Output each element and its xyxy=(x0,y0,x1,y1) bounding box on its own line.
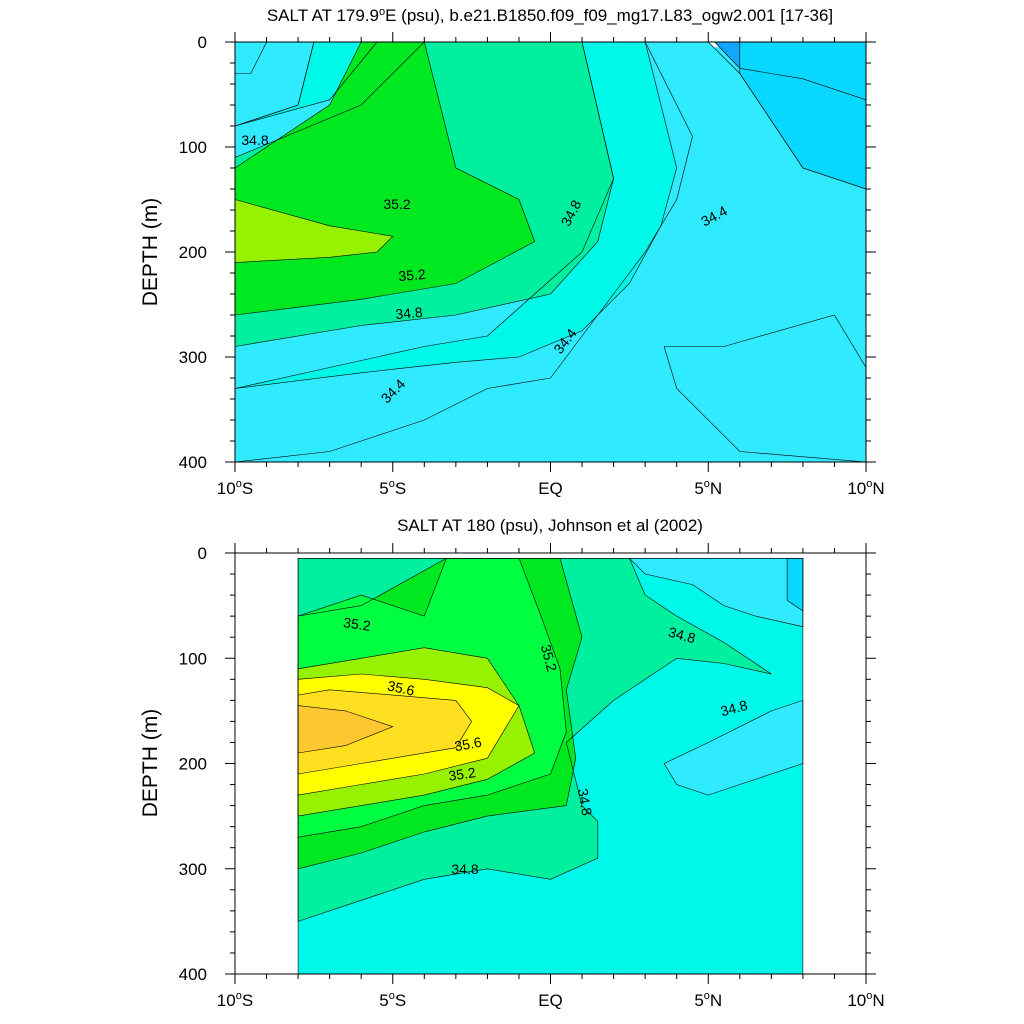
observed-y-axis-label: DEPTH (m) xyxy=(139,709,162,818)
contour-line xyxy=(297,557,583,870)
contour-label-text: 34.8 xyxy=(451,861,478,877)
y-tick-label: 200 xyxy=(179,243,207,262)
contour-label: 35.2 xyxy=(538,643,561,674)
x-tick-label: 10oN xyxy=(847,478,884,498)
contour-line xyxy=(786,557,804,612)
model-y-axis-label: DEPTH (m) xyxy=(139,198,162,307)
contour-line xyxy=(663,699,804,796)
contour-label-text: 34.8 xyxy=(667,624,698,647)
contour-label: 34.8 xyxy=(395,304,424,322)
y-tick-label: 100 xyxy=(179,138,207,157)
contour-line xyxy=(234,41,536,316)
x-tick-label: 5oS xyxy=(379,478,406,498)
salinity-band xyxy=(235,42,866,462)
salinity-band xyxy=(664,700,803,796)
contour-line xyxy=(297,705,394,754)
contour-label: 34.8 xyxy=(451,861,478,877)
contour-label-text: 35.2 xyxy=(447,764,476,784)
salinity-band xyxy=(235,42,314,126)
contour-line xyxy=(297,557,567,838)
model-salinity-panel: SALT AT 179.9oE (psu), b.e21.B1850.f09_f… xyxy=(139,6,885,498)
salinity-band xyxy=(235,42,677,389)
salinity-band xyxy=(298,705,393,753)
x-tick-label: 5oN xyxy=(694,990,722,1010)
contour-label: 34.8 xyxy=(719,697,750,720)
y-tick-label: 300 xyxy=(179,348,207,367)
contour-label-text: 35.2 xyxy=(383,196,410,212)
contour-line xyxy=(234,41,867,463)
observed-panel-title: SALT AT 180 (psu), Johnson et al (2002) xyxy=(397,516,703,535)
y-tick-label: 400 xyxy=(179,965,207,984)
contour-label: 34.8 xyxy=(575,787,596,817)
y-tick-label: 300 xyxy=(179,860,207,879)
contour-line xyxy=(234,41,614,347)
contour-line xyxy=(297,673,520,796)
salinity-band xyxy=(739,42,866,189)
model-salinity-bands xyxy=(235,42,866,462)
model-panel-title: SALT AT 179.9oE (psu), b.e21.B1850.f09_f… xyxy=(267,6,833,25)
contour-label: 35.2 xyxy=(398,266,427,284)
contour-label-text: 35.2 xyxy=(398,266,427,284)
contour-label: 34.8 xyxy=(667,624,698,647)
contour-label-text: 35.6 xyxy=(453,734,483,755)
observed-salinity-panel: SALT AT 180 (psu), Johnson et al (2002) … xyxy=(139,516,885,1010)
contour-label: 35.2 xyxy=(447,764,476,784)
x-tick-label: 10oS xyxy=(217,990,253,1010)
model-axis-ticks: 10oS 5oS EQ 5oN 10oN 0 100 200 300 400 xyxy=(179,32,885,498)
x-tick-label: EQ xyxy=(538,479,563,498)
contour-label-text: 34.8 xyxy=(395,304,424,322)
contour-label: 35.2 xyxy=(383,196,410,212)
salinity-band xyxy=(787,558,803,611)
y-tick-label: 0 xyxy=(198,33,207,52)
contour-line xyxy=(297,689,472,775)
contour-label-text: 35.6 xyxy=(386,677,416,698)
salinity-band xyxy=(629,558,803,627)
contour-line xyxy=(234,41,678,389)
y-tick-label: 200 xyxy=(179,755,207,774)
x-tick-label: 5oN xyxy=(694,478,722,498)
contour-label: 35.6 xyxy=(386,677,416,698)
contour-label: 35.6 xyxy=(453,734,483,755)
observed-axis-ticks: 10oS 5oS EQ 5oN 10oN 0 100 200 300 400 xyxy=(179,543,885,1010)
contour-line xyxy=(297,557,772,922)
contour-label-text: 35.2 xyxy=(538,643,561,674)
contour-label-text: 34.8 xyxy=(719,697,750,720)
salinity-band xyxy=(235,199,393,263)
contour-label-text: 34.8 xyxy=(241,132,268,148)
contour-label: 35.2 xyxy=(342,614,371,634)
contour-label-text: 34.8 xyxy=(575,787,596,817)
observed-contour-labels: 35.2 35.6 35.2 34.8 35.6 35.2 34.8 34.8 34.8 xyxy=(342,614,750,877)
observed-salinity-bands xyxy=(298,558,803,974)
x-tick-label: 10oS xyxy=(217,478,253,498)
salinity-band xyxy=(235,42,377,126)
contour-label: 34.8 xyxy=(241,132,268,148)
contour-label-text: 35.2 xyxy=(342,614,371,634)
y-tick-label: 100 xyxy=(179,649,207,668)
x-tick-label: 5oS xyxy=(379,990,406,1010)
y-tick-label: 0 xyxy=(198,544,207,563)
x-tick-label: 10oN xyxy=(847,990,884,1010)
x-tick-label: EQ xyxy=(538,991,563,1010)
y-tick-label: 400 xyxy=(179,453,207,472)
